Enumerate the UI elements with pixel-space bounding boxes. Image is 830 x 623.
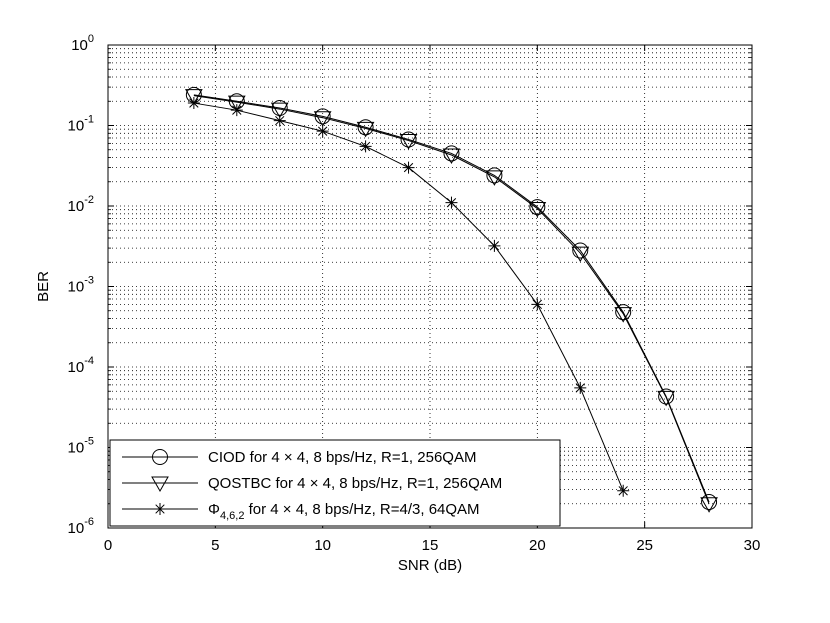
data-point-triangle-down xyxy=(399,134,418,150)
data-point-asterisk xyxy=(531,298,544,311)
data-point-circle xyxy=(529,199,546,216)
x-tick-label: 30 xyxy=(744,537,761,554)
legend-marker-triangle-down xyxy=(151,476,169,493)
data-point-triangle-down xyxy=(185,89,203,105)
data-point-asterisk xyxy=(230,104,243,117)
y-tick-label: 10-6 xyxy=(68,516,94,537)
data-point-triangle-down xyxy=(270,102,289,119)
data-point-triangle-down xyxy=(356,121,375,138)
legend-entry-triangle-down: QOSTBC for 4 × 4, 8 bps/Hz, R=1, 256QAM xyxy=(122,475,502,493)
series-line xyxy=(193,95,710,504)
y-tick-label: 100 xyxy=(71,33,94,54)
data-point-asterisk xyxy=(402,161,415,174)
data-point-asterisk xyxy=(617,484,630,497)
data-point-asterisk xyxy=(187,97,200,110)
data-point-triangle-down xyxy=(528,202,547,218)
data-point-asterisk xyxy=(273,114,286,127)
x-tick-label: 20 xyxy=(529,537,546,554)
data-point-asterisk xyxy=(488,239,501,252)
data-point-asterisk xyxy=(445,196,458,209)
legend-label: Φ4,6,2 for 4 × 4, 8 bps/Hz, R=4/3, 64QAM xyxy=(208,501,480,522)
data-point-triangle-down xyxy=(227,95,246,112)
data-point-asterisk xyxy=(359,140,372,153)
grid-lines xyxy=(108,45,752,528)
legend-marker-asterisk xyxy=(154,503,166,515)
data-point-circle xyxy=(400,131,417,148)
plot-series xyxy=(185,86,718,513)
x-tick-label: 0 xyxy=(104,537,112,554)
data-point-circle xyxy=(486,167,503,184)
data-point-circle xyxy=(357,119,374,136)
data-point-triangle-down xyxy=(700,497,718,513)
legend-label: CIOD for 4 × 4, 8 bps/Hz, R=1, 256QAM xyxy=(208,449,476,466)
data-point-circle xyxy=(572,242,589,259)
x-axis-label: SNR (dB) xyxy=(398,557,462,574)
x-tick-label: 15 xyxy=(422,537,439,554)
data-point-triangle-down xyxy=(614,307,633,323)
x-tick-label: 10 xyxy=(314,537,331,554)
y-tick-label: 10-2 xyxy=(68,194,94,215)
x-tick-label: 25 xyxy=(636,537,653,554)
legend-entry-asterisk: Φ4,6,2 for 4 × 4, 8 bps/Hz, R=4/3, 64QAM xyxy=(122,501,480,522)
data-point-circle xyxy=(701,494,718,511)
data-point-triangle-down xyxy=(571,246,590,263)
legend-label: QOSTBC for 4 × 4, 8 bps/Hz, R=1, 256QAM xyxy=(208,475,502,492)
y-tick-label: 10-1 xyxy=(68,114,94,135)
data-point-triangle-down xyxy=(657,390,675,407)
y-tick-label: 10-3 xyxy=(68,275,94,296)
series-line xyxy=(193,94,710,503)
legend-marker-circle xyxy=(152,449,168,465)
data-point-triangle-down xyxy=(442,148,461,165)
data-point-triangle-down xyxy=(485,170,504,186)
legend: CIOD for 4 × 4, 8 bps/Hz, R=1, 256QAM QOS… xyxy=(109,439,561,527)
legend-entry-circle: CIOD for 4 × 4, 8 bps/Hz, R=1, 256QAM xyxy=(122,449,476,466)
y-tick-label: 10-5 xyxy=(68,436,94,457)
series-line xyxy=(193,102,624,491)
series-asterisk xyxy=(187,97,630,497)
y-axis-label: BER xyxy=(35,271,52,302)
data-point-asterisk xyxy=(316,125,329,138)
data-point-asterisk xyxy=(574,381,587,394)
data-point-triangle-down xyxy=(313,111,332,127)
x-tick-label: 5 xyxy=(211,537,219,554)
data-point-circle xyxy=(443,145,460,162)
data-point-circle xyxy=(658,388,675,405)
series-triangle-down xyxy=(185,89,718,513)
data-point-circle xyxy=(615,304,632,321)
y-tick-label: 10-4 xyxy=(68,355,94,376)
